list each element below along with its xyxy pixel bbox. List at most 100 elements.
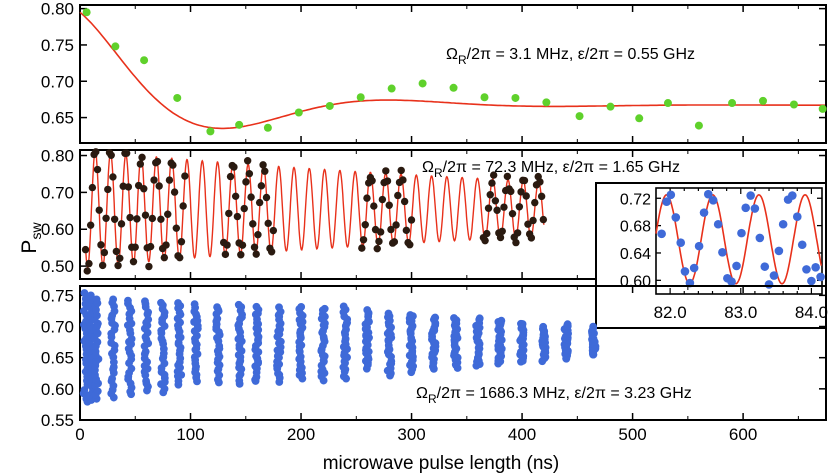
data-point [387,84,396,93]
data-point [97,241,105,249]
data-point [493,206,501,214]
data-point [170,188,179,196]
annotation-text: /2π = 1686.3 MHz, ε/2π = 3.23 GHz [437,385,692,402]
inset-y-tick-label: 0.68 [620,219,651,236]
data-point [138,153,146,162]
data-point [169,161,177,169]
annotation-subscript: R [458,53,467,67]
data-point [728,99,737,108]
data-point [264,219,272,228]
data-point [231,192,240,201]
data-point [172,224,181,232]
data-point [373,244,381,253]
data-point [275,303,283,312]
annotation-symbol: Ω [416,385,428,402]
data-point [397,166,405,175]
data-point [102,214,110,222]
data-point [190,300,199,309]
y-tick-label: 0.60 [41,220,74,239]
data-point [511,93,520,102]
data-point [376,228,385,236]
inset-data-point [778,219,788,229]
inset-data-point [746,191,755,200]
inset-data-point [718,247,727,257]
x-tick-label: 300 [397,425,425,444]
x-axis-label: microwave pulse length (ns) [323,453,560,474]
data-point [249,220,257,228]
annotation-symbol: Ω [446,46,458,63]
data-point [86,291,95,300]
data-point [400,197,409,206]
data-point [522,192,530,200]
panel-annotation: ΩR/2π = 72.3 MHz, ε/2π = 1.65 GHz [422,159,680,180]
data-point [117,220,126,228]
inset-data-point [699,208,709,217]
y-tick-label: 0.80 [41,0,74,19]
inset-data-point [713,219,723,229]
data-point [524,220,532,228]
annotation-symbol: Ω [422,159,434,176]
data-point [418,79,427,88]
data-point [122,149,131,157]
data-point [563,320,572,329]
inset-x-tick-label: 82.0 [654,303,687,322]
y-tick-label: 0.70 [41,72,74,91]
data-point [537,192,546,201]
y-tick-label: 0.80 [41,147,74,166]
data-point [225,209,233,218]
inset-data-point [671,213,681,222]
inset-data-point [727,277,736,286]
data-point [104,185,112,194]
annotation-text: /2π = 72.3 MHz, ε/2π = 1.65 GHz [443,159,680,176]
data-point [486,191,494,199]
inset-data-point [750,204,760,213]
data-point [233,212,242,221]
y-tick-label: 0.75 [41,286,74,305]
data-point [694,121,703,130]
inset-data-point [760,262,770,271]
data-point [507,187,515,196]
inset-data-point [811,263,820,272]
inset-data-point [657,229,666,239]
inset-data-point [666,190,676,200]
data-point [140,56,149,65]
data-point [430,313,439,322]
data-point [141,211,150,219]
data-point [449,83,458,92]
data-point [261,167,269,175]
data-point [111,42,120,51]
data-point [512,238,520,247]
data-point [387,225,395,234]
y-axis-label-subscript: sw [28,222,44,240]
data-point [133,215,141,223]
x-tick-label: 600 [729,425,757,444]
data-point [536,178,544,186]
data-point [153,157,162,166]
annotation-text: /2π = 3.1 MHz, ε/2π = 0.55 GHz [467,46,695,63]
data-point [252,250,260,258]
inset-data-point [741,203,751,213]
data-point [356,93,365,102]
data-point [234,300,243,309]
data-point [112,247,121,256]
data-point [589,322,598,331]
data-point [221,250,230,259]
data-point [82,8,91,17]
data-point [235,120,244,129]
data-point [262,193,271,202]
inset-data-point [769,271,779,280]
panel-inset: 0.60 0.64 0.68 0.72 82.0 83.0 84.0 [595,182,828,329]
data-point [520,176,529,185]
inset-frame [655,187,823,295]
data-point [165,176,174,184]
data-point [176,253,184,262]
inset-data-point [774,246,784,256]
inset-data-point [792,212,802,222]
inset-data-point [755,233,765,243]
data-point [382,167,390,175]
data-point [142,377,150,385]
data-point [320,304,329,313]
data-point [368,177,376,185]
data-point [255,198,264,207]
data-point [81,245,90,254]
